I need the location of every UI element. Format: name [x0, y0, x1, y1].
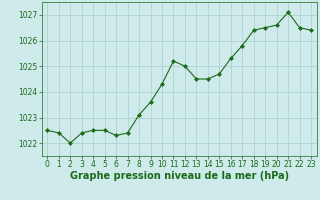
- X-axis label: Graphe pression niveau de la mer (hPa): Graphe pression niveau de la mer (hPa): [70, 171, 289, 181]
